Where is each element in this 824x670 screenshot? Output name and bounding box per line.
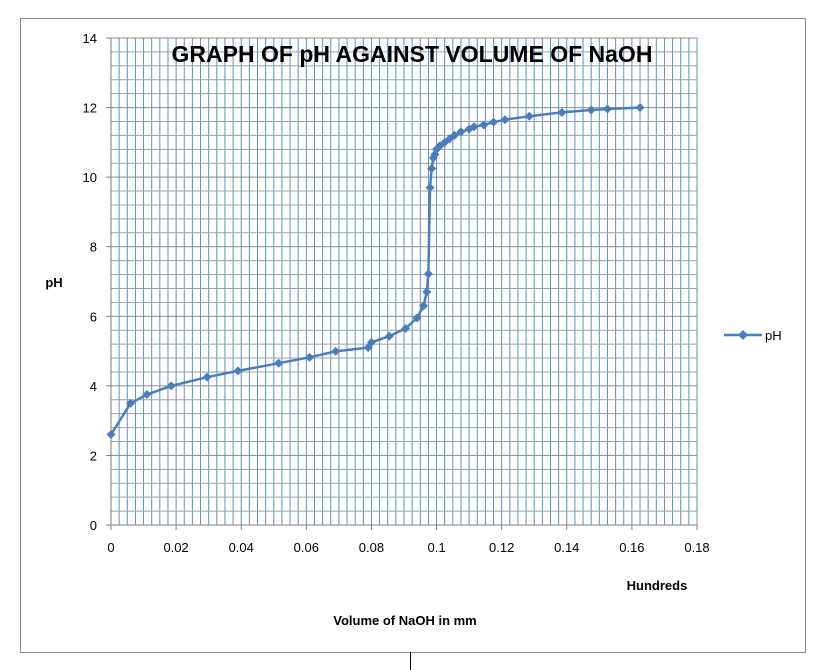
- x-tick-label: 0.02: [163, 540, 188, 555]
- legend-label-ph: pH: [765, 328, 782, 343]
- x-axis-title: Volume of NaOH in mm: [333, 613, 477, 628]
- x-tick-label: 0: [107, 540, 114, 555]
- legend-marker: [738, 330, 748, 340]
- data-point: [202, 372, 212, 382]
- data-point: [423, 269, 433, 279]
- x-tick-label: 0.18: [684, 540, 709, 555]
- data-point: [142, 390, 152, 400]
- x-axis-display-unit: Hundreds: [627, 578, 688, 593]
- data-point: [106, 430, 116, 440]
- data-point: [524, 111, 534, 121]
- data-point: [384, 331, 394, 341]
- y-tick-labels: 0 2 4 6 8 10 12 14: [83, 31, 97, 533]
- y-tick-label: 8: [90, 240, 97, 255]
- x-tick-label: 0.14: [554, 540, 579, 555]
- x-tick-label: 0.1: [428, 540, 446, 555]
- data-point: [331, 346, 341, 356]
- y-tick-label: 0: [90, 518, 97, 533]
- x-tick-label: 0.04: [229, 540, 254, 555]
- data-point: [602, 104, 612, 114]
- y-tick-label: 12: [83, 101, 97, 116]
- x-tick-label: 0.16: [619, 540, 644, 555]
- chart-svg: 0 0.02 0.04 0.06 0.08 0.1 0.12 0.14 0.16 0.18 0 2 4…: [45, 31, 782, 628]
- data-point: [412, 313, 422, 323]
- chart-title: GRAPH OF pH AGAINST VOLUME OF NaOH: [172, 41, 653, 67]
- x-tick-labels: 0 0.02 0.04 0.06 0.08 0.1 0.12 0.14 0.16 0.18: [107, 540, 709, 555]
- data-point: [586, 105, 596, 115]
- data-point: [469, 122, 479, 132]
- axes: [106, 37, 698, 530]
- y-tick-label: 10: [83, 170, 97, 185]
- y-tick-label: 6: [90, 309, 97, 324]
- series-plot: [106, 103, 645, 440]
- data-point: [425, 183, 435, 193]
- data-point: [489, 117, 499, 127]
- x-tick-label: 0.08: [359, 540, 384, 555]
- data-point: [557, 107, 567, 117]
- data-point: [366, 337, 376, 347]
- data-point: [427, 163, 437, 173]
- data-point: [479, 120, 489, 130]
- text-cursor-line: [410, 652, 411, 670]
- data-point: [635, 103, 645, 113]
- data-point: [449, 130, 459, 140]
- y-tick-label: 4: [90, 379, 97, 394]
- data-point: [419, 301, 429, 311]
- chart-area: 0 0.02 0.04 0.06 0.08 0.1 0.12 0.14 0.16 0.18 0 2 4…: [20, 18, 806, 653]
- data-point: [500, 115, 510, 125]
- data-point: [274, 358, 284, 368]
- legend: pH: [724, 328, 782, 343]
- data-point: [401, 323, 411, 333]
- y-tick-label: 2: [90, 448, 97, 463]
- data-point: [422, 287, 432, 297]
- data-point: [233, 366, 243, 376]
- y-tick-label: 14: [83, 31, 97, 46]
- data-point: [166, 381, 176, 391]
- y-axis-title: pH: [45, 275, 62, 290]
- gridlines: [110, 37, 698, 526]
- x-tick-label: 0.06: [294, 540, 319, 555]
- data-point: [305, 352, 315, 362]
- x-tick-label: 0.12: [489, 540, 514, 555]
